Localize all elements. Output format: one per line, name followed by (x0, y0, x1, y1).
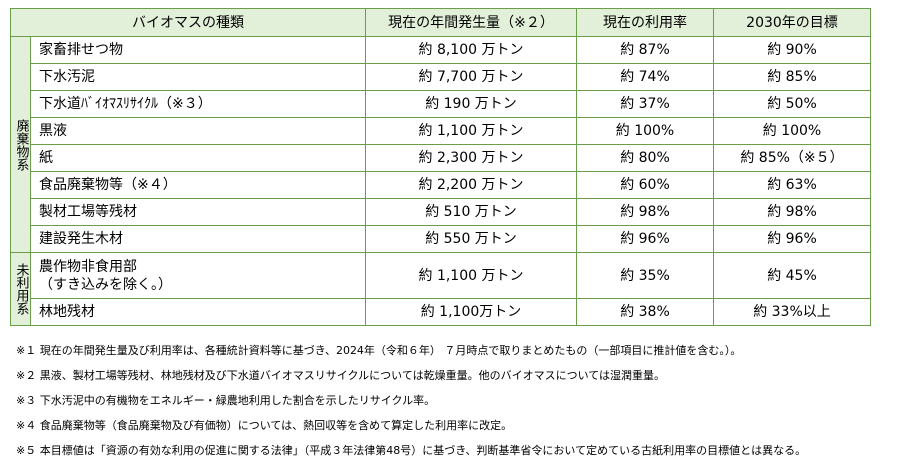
biomass-name: 黒液 (30, 117, 366, 145)
table-row: 建設発生木材約 550 万トン約 96% 約 96% (11, 225, 871, 253)
biomass-name: 下水汚泥 (30, 63, 366, 91)
cell: 約 80% (576, 144, 714, 172)
note: ※３ 下水汚泥中の有機物をエネルギー・緑農地利用した割合を示したリサイクル率。 (16, 394, 436, 407)
cell: 約 33%以上 (713, 298, 871, 326)
biomass-name: 林地残材 (30, 298, 366, 326)
biomass-table: バイオマスの種類 現在の年間発生量（※２） 現在の利用率 2030年の目標 廃棄… (10, 8, 871, 326)
cell: 約 98% (713, 198, 871, 226)
cell: 約 2,200 万トン (365, 171, 577, 199)
cell: 約 74% (576, 63, 714, 91)
cell: 約 510 万トン (365, 198, 577, 226)
cell: 約 96% (576, 225, 714, 253)
cell: 約 7,700 万トン (365, 63, 577, 91)
cell: 約 45% (713, 252, 871, 299)
cell: 約 63% (713, 171, 871, 199)
header-cell: 現在の利用率 (576, 8, 714, 37)
table-row: 製材工場等残材約 510 万トン約 98% 約 98% (11, 198, 871, 226)
cell: 約 87% (576, 36, 714, 64)
cell: 約 98% (576, 198, 714, 226)
cell: 約 35% (576, 252, 714, 299)
table-row: 下水汚泥約 7,700 万トン約 74% 約 85% (11, 63, 871, 91)
header-cell: 2030年の目標 (713, 8, 871, 37)
cell: 約 38% (576, 298, 714, 326)
cell: 約 60% (576, 171, 714, 199)
cell: 約 1,100 万トン (365, 252, 577, 299)
notes: ※１ 現在の年間発生量及び利用率は、各種統計資料等に基づき、2024年（令和６年… (16, 338, 896, 463)
table-row: 黒液約 1,100 万トン約 100% 約 100% (11, 117, 871, 145)
cell: 約 85%（※５） (713, 144, 871, 172)
biomass-name: 農作物非食用部 （すき込みを除く。） (30, 252, 366, 299)
cell: 約 1,100万トン (365, 298, 577, 326)
biomass-name: 下水道ﾊﾞｲｵﾏｽﾘｻｲｸﾙ（※３） (30, 90, 366, 118)
biomass-name: 製材工場等残材 (30, 198, 366, 226)
cell: 約 100% (713, 117, 871, 145)
table-row: 紙約 2,300 万トン約 80% 約 85%（※５） (11, 144, 871, 172)
cell: 約 85% (713, 63, 871, 91)
cell: 約 37% (576, 90, 714, 118)
group-label: 未利用系 (10, 252, 31, 326)
table-row: 林地残材約 1,100万トン約 38% 約 33%以上 (11, 298, 871, 326)
cell: 約 190 万トン (365, 90, 577, 118)
biomass-name: 建設発生木材 (30, 225, 366, 253)
note: ※２ 黒液、製材工場等残材、林地残材及び下水道バイオマスリサイクルについては乾燥… (16, 369, 666, 382)
cell: 約 2,300 万トン (365, 144, 577, 172)
cell: 約 50% (713, 90, 871, 118)
note: ※１ 現在の年間発生量及び利用率は、各種統計資料等に基づき、2024年（令和６年… (16, 344, 742, 357)
cell: 約 90% (713, 36, 871, 64)
biomass-name: 家畜排せつ物 (30, 36, 366, 64)
table-row: 廃棄物系 家畜排せつ物約 8,100 万トン約 87% 約 90% (10, 36, 871, 253)
header-cell: 現在の年間発生量（※２） (365, 8, 577, 37)
cell: 約 550 万トン (365, 225, 577, 253)
biomass-name: 紙 (30, 144, 366, 172)
table-row: 未利用系 農作物非食用部 （すき込みを除く。）約 1,100 万トン約 35% 約 … (10, 252, 871, 326)
header-row: バイオマスの種類 現在の年間発生量（※２） 現在の利用率 2030年の目標 (10, 8, 871, 37)
table-row: 下水道ﾊﾞｲｵﾏｽﾘｻｲｸﾙ（※３）約 190 万トン約 37% 約 50% (11, 90, 871, 118)
cell: 約 8,100 万トン (365, 36, 577, 64)
cell: 約 1,100 万トン (365, 117, 577, 145)
table-row: 食品廃棄物等（※４）約 2,200 万トン約 60% 約 63% (11, 171, 871, 199)
biomass-name: 食品廃棄物等（※４） (30, 171, 366, 199)
group-label: 廃棄物系 (10, 36, 31, 253)
note: ※５ 本目標値は「資源の有効な利用の促進に関する法律」（平成３年法律第48号）に… (16, 444, 807, 457)
table-body: 廃棄物系 家畜排せつ物約 8,100 万トン約 87% 約 90% 下水汚泥約 7,7… (10, 36, 871, 326)
note: ※４ 食品廃棄物等（食品廃棄物及び有価物）については、熱回収等を含めて算定した利… (16, 419, 513, 432)
cell: 約 100% (576, 117, 714, 145)
header-cell: バイオマスの種類 (10, 8, 366, 37)
cell: 約 96% (713, 225, 871, 253)
